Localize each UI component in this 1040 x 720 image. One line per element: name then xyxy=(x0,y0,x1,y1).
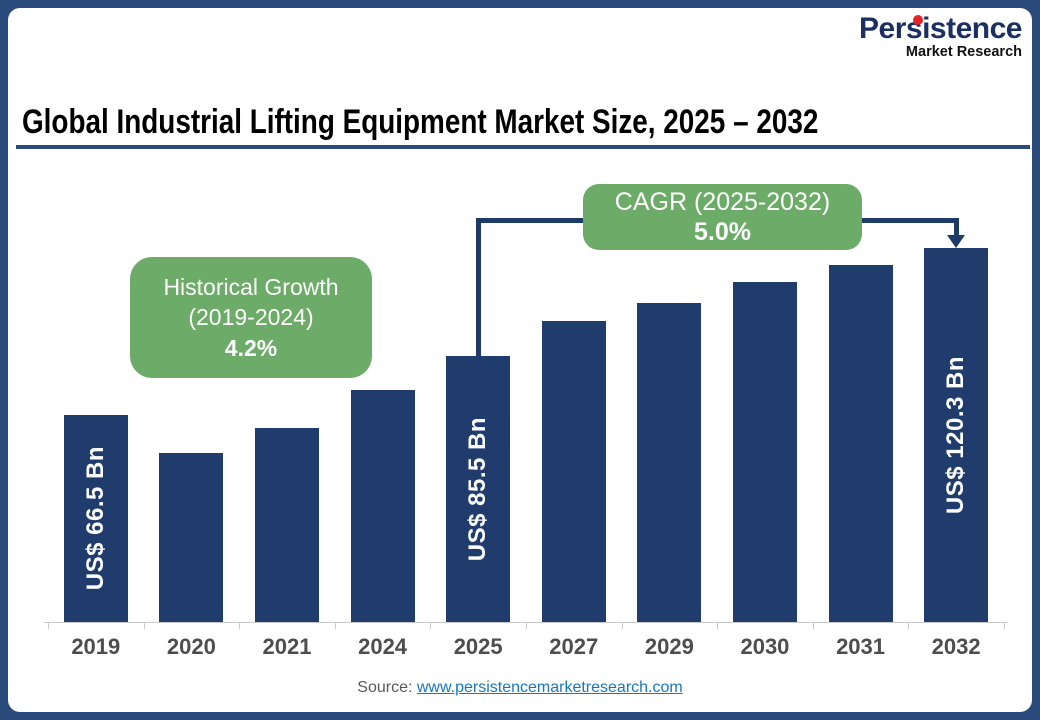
source-line: Source: www.persistencemarketresearch.co… xyxy=(0,679,1040,697)
x-axis-label-2025: 2025 xyxy=(453,634,503,659)
x-axis-label-2019: 2019 xyxy=(71,634,121,659)
x-axis-tick xyxy=(48,622,49,629)
cagr-bracket-end-line xyxy=(953,218,959,237)
brand-name-text: Persistence xyxy=(859,12,1022,45)
brand-red-dot-icon xyxy=(912,15,923,25)
x-axis-labels: 2019 2020 2021 2024 2025 2027 2029 2030 2031 2032 xyxy=(48,634,1004,660)
x-axis-tick xyxy=(1004,622,1005,629)
x-axis-tick xyxy=(144,622,145,629)
bar-2019: US$ 66.5 Bn xyxy=(63,415,128,622)
bar-2027 xyxy=(541,321,606,622)
x-axis-tick xyxy=(526,622,527,629)
x-axis-label-2027: 2027 xyxy=(549,634,599,659)
historical-growth-value: 4.2% xyxy=(224,334,278,361)
bar-2031 xyxy=(828,265,893,622)
bar-2025: US$ 85.5 Bn xyxy=(446,356,511,622)
bar-value-label: US$ 120.3 Bn xyxy=(942,355,970,515)
x-axis-label-2020: 2020 xyxy=(166,634,216,659)
cagr-callout: CAGR (2025-2032) 5.0% xyxy=(583,184,862,250)
bar-2020 xyxy=(159,453,224,622)
x-axis-tick xyxy=(430,622,431,629)
arrow-down-icon xyxy=(947,235,966,249)
x-axis-label-2032: 2032 xyxy=(931,634,981,659)
x-axis-tick xyxy=(717,622,718,629)
bar-2032: US$ 120.3 Bn xyxy=(924,248,989,622)
x-axis-tick xyxy=(622,622,623,629)
historical-growth-callout: Historical Growth (2019-2024) 4.2% xyxy=(130,257,372,378)
bar-2024 xyxy=(350,390,415,622)
page-title: Global Industrial Lifting Equipment Mark… xyxy=(22,103,819,141)
bar-2021 xyxy=(255,428,319,622)
bar-value-label: US$ 66.5 Bn xyxy=(81,446,109,591)
cagr-bracket-start-line xyxy=(475,218,481,357)
x-axis-tick xyxy=(813,622,814,629)
x-axis-label-2024: 2024 xyxy=(358,634,408,659)
historical-growth-label: Historical Growth xyxy=(163,273,339,300)
x-axis-label-2030: 2030 xyxy=(740,634,790,659)
title-underline xyxy=(16,145,1030,149)
x-axis-tick xyxy=(908,622,909,629)
x-axis-tick xyxy=(239,622,240,629)
source-link[interactable]: www.persistencemarketresearch.com xyxy=(416,679,683,696)
brand-name: Persistence xyxy=(859,14,1022,44)
historical-growth-period: (2019-2024) xyxy=(188,304,314,331)
x-axis-label-2021: 2021 xyxy=(262,634,312,659)
source-label: Source: xyxy=(357,679,413,696)
bar-2030 xyxy=(733,282,797,622)
plot-area: US$ 66.5 Bn US$ 85.5 Bn US$ 120.3 Bn xyxy=(44,218,1008,629)
brand-subtitle: Market Research xyxy=(905,44,1022,60)
x-axis-tick xyxy=(335,622,336,629)
x-axis-label-2029: 2029 xyxy=(644,634,694,659)
bar-2029 xyxy=(637,303,702,622)
brand-logo: Persistence Market Research xyxy=(859,14,1022,60)
cagr-label: CAGR (2025-2032) xyxy=(614,187,831,216)
bar-value-label: US$ 85.5 Bn xyxy=(464,416,492,562)
cagr-value: 5.0% xyxy=(694,218,751,246)
x-axis-label-2031: 2031 xyxy=(836,634,886,659)
